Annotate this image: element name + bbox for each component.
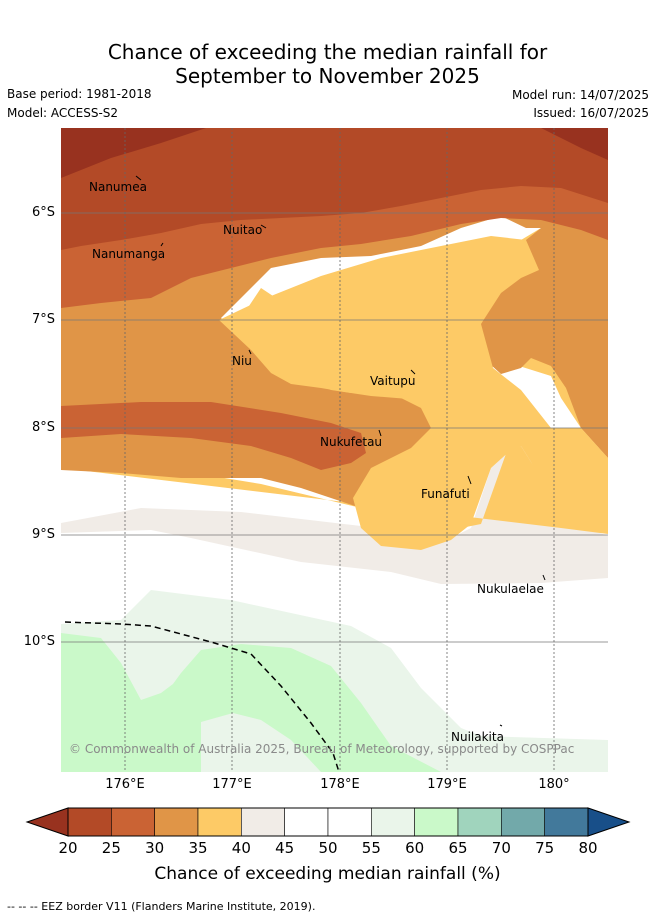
zone-35-40-core [219, 236, 608, 550]
zone-below-20-right [541, 128, 608, 160]
lat-label: 9°S [31, 527, 55, 542]
lon-label: 176°E [105, 777, 145, 792]
lon-label: 180° [538, 777, 570, 792]
lat-label: 8°S [31, 420, 55, 435]
copyright-notice: © Commonwealth of Australia 2025, Bureau… [69, 742, 575, 756]
place-label: Nuilakita [451, 730, 504, 744]
colorbar-bin [457, 807, 502, 837]
colorbar-bins [67, 807, 589, 837]
colorbar-bin [154, 807, 199, 837]
colorbar-bin [284, 807, 329, 837]
issued-date: Issued: 16/07/2025 [533, 106, 649, 120]
lon-label: 179°E [427, 777, 467, 792]
map-meridians [124, 128, 555, 772]
colorbar-tick-label: 50 [318, 839, 338, 857]
title-line-2: September to November 2025 [175, 64, 480, 88]
zone-below-20-left [61, 128, 206, 178]
place-label: Niu [232, 354, 252, 368]
colorbar-tick-label: 40 [231, 839, 251, 857]
colorbar-tick-label: 45 [275, 839, 295, 857]
colorbar-tick-label: 35 [188, 839, 208, 857]
map-contours [61, 128, 608, 772]
zone-25-30-mid [61, 402, 366, 470]
colorbar-title: Chance of exceeding median rainfall (%) [154, 864, 501, 884]
colorbar-tick-label: 55 [361, 839, 381, 857]
place-label: Nukulaelae [477, 582, 544, 596]
lon-label: 178°E [320, 777, 360, 792]
colorbar-bin [111, 807, 155, 837]
colorbar-bin [197, 807, 242, 837]
colorbar [25, 807, 631, 837]
colorbar-tick-label: 60 [405, 839, 425, 857]
lat-label: 6°S [31, 205, 55, 220]
colorbar-tick-label: 70 [491, 839, 511, 857]
place-label: Nukufetau [320, 435, 383, 449]
map-graticule [61, 212, 608, 643]
island-marks [135, 175, 546, 727]
base-period: Base period: 1981-2018 [7, 87, 152, 101]
colorbar-bin [67, 807, 112, 837]
colorbar-tick-label: 75 [535, 839, 555, 857]
map-title: Chance of exceeding the median rainfall … [0, 40, 655, 88]
colorbar-bin [371, 807, 415, 837]
colorbar-bin [327, 807, 372, 837]
colorbar-tick-label: 65 [448, 839, 468, 857]
lat-label: 7°S [31, 312, 55, 327]
colorbar-bin [544, 807, 589, 837]
place-label: Nanumea [89, 180, 147, 194]
colorbar-tick-label: 20 [58, 839, 78, 857]
zone-55-60-patch [201, 713, 321, 772]
colorbar-frame [67, 807, 589, 837]
model-run: Model run: 14/07/2025 [511, 88, 649, 102]
place-label: Funafuti [421, 487, 470, 501]
colorbar-tick-label: 80 [578, 839, 598, 857]
place-label: Vaitupu [370, 374, 416, 388]
colorbar-tick-label: 25 [101, 839, 121, 857]
zone-40-45 [61, 450, 608, 584]
zone-20-25-top [61, 128, 608, 250]
colorbar-bin [414, 807, 459, 837]
colorbar-bin [501, 807, 545, 837]
place-label: Nuitao [223, 223, 263, 237]
place-label: Nanumanga [92, 247, 166, 261]
zone-60-65 [61, 633, 441, 772]
title-line-1: Chance of exceeding the median rainfall … [107, 40, 548, 64]
colorbar-bin [241, 807, 285, 837]
colorbar-low-extension [25, 807, 69, 837]
colorbar-high-extension [587, 807, 631, 837]
model-name: Model: ACCESS-S2 [7, 106, 119, 120]
colorbar-tick-label: 30 [145, 839, 165, 857]
zone-25-30-top [61, 158, 608, 308]
eez-footnote: -- -- -- EEZ border V11 (Flanders Marine… [7, 900, 316, 913]
rainfall-map: Nanumea Nuitao Nanumanga Niu Vaitupu Nuk… [61, 128, 608, 772]
lat-label: 10°S [23, 634, 55, 649]
lon-label: 177°E [212, 777, 252, 792]
